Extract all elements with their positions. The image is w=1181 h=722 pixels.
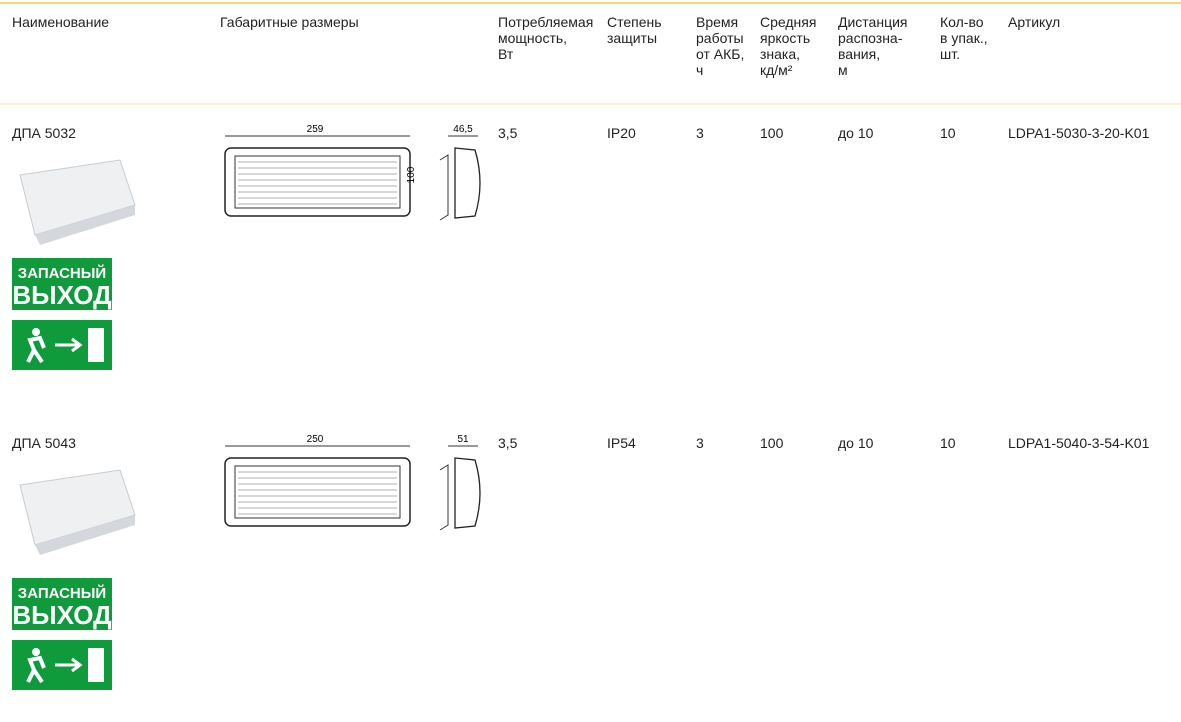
sign-text-bg [12,578,112,630]
pictogram-head [32,328,40,336]
header-text: Время [696,14,739,30]
lamp-photo-side [35,205,135,245]
header-text: Наименование [12,14,110,30]
header-text: Дистанция [838,14,908,30]
header-text: Потребляемая [498,14,594,30]
header-text: Кол-во [940,14,984,30]
side-bracket [439,464,449,531]
pictogram-door [88,648,104,682]
header-text: ч [696,62,704,78]
dim-depth: 46,5 [453,124,473,135]
header-text: Степень [607,14,662,30]
header-text: работы [696,30,744,46]
cell-brightness: 100 [760,125,784,141]
cell-distance: до 10 [838,435,874,451]
sign-line: ЗАПАСНЫЙ [18,584,106,602]
cell-protection: IP20 [607,125,636,141]
cell-article: LDPA1-5030-3-20-K01 [1008,125,1150,141]
pictogram-arrow [55,337,83,353]
front-diffuser [234,465,401,519]
header-text: защиты [607,30,658,46]
side-bracket [439,154,449,221]
side-body [454,147,481,219]
cell-battery-time: 3 [696,125,704,141]
lamp-photo-side [35,515,135,555]
sign-line: ЗАПАСНЫЙ [18,264,106,282]
dim-width: 250 [307,434,324,445]
pictogram-door [88,328,104,362]
pictogram-arrow [55,657,83,673]
sign-text-bg [12,258,112,310]
cell-battery-time: 3 [696,435,704,451]
cell-name: ДПА 5043 [12,435,76,451]
pictogram-runner [26,335,46,364]
sign-line: ВЫХОД [12,280,112,310]
side-body [454,457,481,529]
cell-distance: до 10 [838,125,874,141]
cell-pack-qty: 10 [940,435,956,451]
dim-height: 100 [406,166,417,183]
header-text: Вт [498,46,514,62]
header-text: в упак., [940,30,988,46]
header-text: знака, [760,46,801,62]
header-text: Габаритные размеры [220,14,359,30]
header-text: распозна- [838,30,903,46]
header-text: яркость [760,30,811,46]
cell-article: LDPA1-5040-3-54-K01 [1008,435,1150,451]
sign-line: ВЫХОД [12,600,112,630]
header-text: Средняя [760,14,817,30]
cell-power: 3,5 [498,125,518,141]
header-text: кд/м² [760,62,793,78]
header-text: м [838,62,848,78]
header-text: мощность, [498,30,568,46]
cell-power: 3,5 [498,435,518,451]
dim-depth: 51 [457,434,469,445]
cell-pack-qty: 10 [940,125,956,141]
pictogram-runner [26,655,46,684]
cell-protection: IP54 [607,435,636,451]
dim-width: 259 [307,124,324,135]
pictogram-head [32,648,40,656]
cell-brightness: 100 [760,435,784,451]
front-diffuser [234,155,401,209]
header-text: вания, [838,46,881,62]
header-text: Артикул [1008,14,1061,30]
cell-name: ДПА 5032 [12,125,76,141]
header-text: шт. [940,46,960,62]
header-text: от АКБ, [696,46,745,62]
